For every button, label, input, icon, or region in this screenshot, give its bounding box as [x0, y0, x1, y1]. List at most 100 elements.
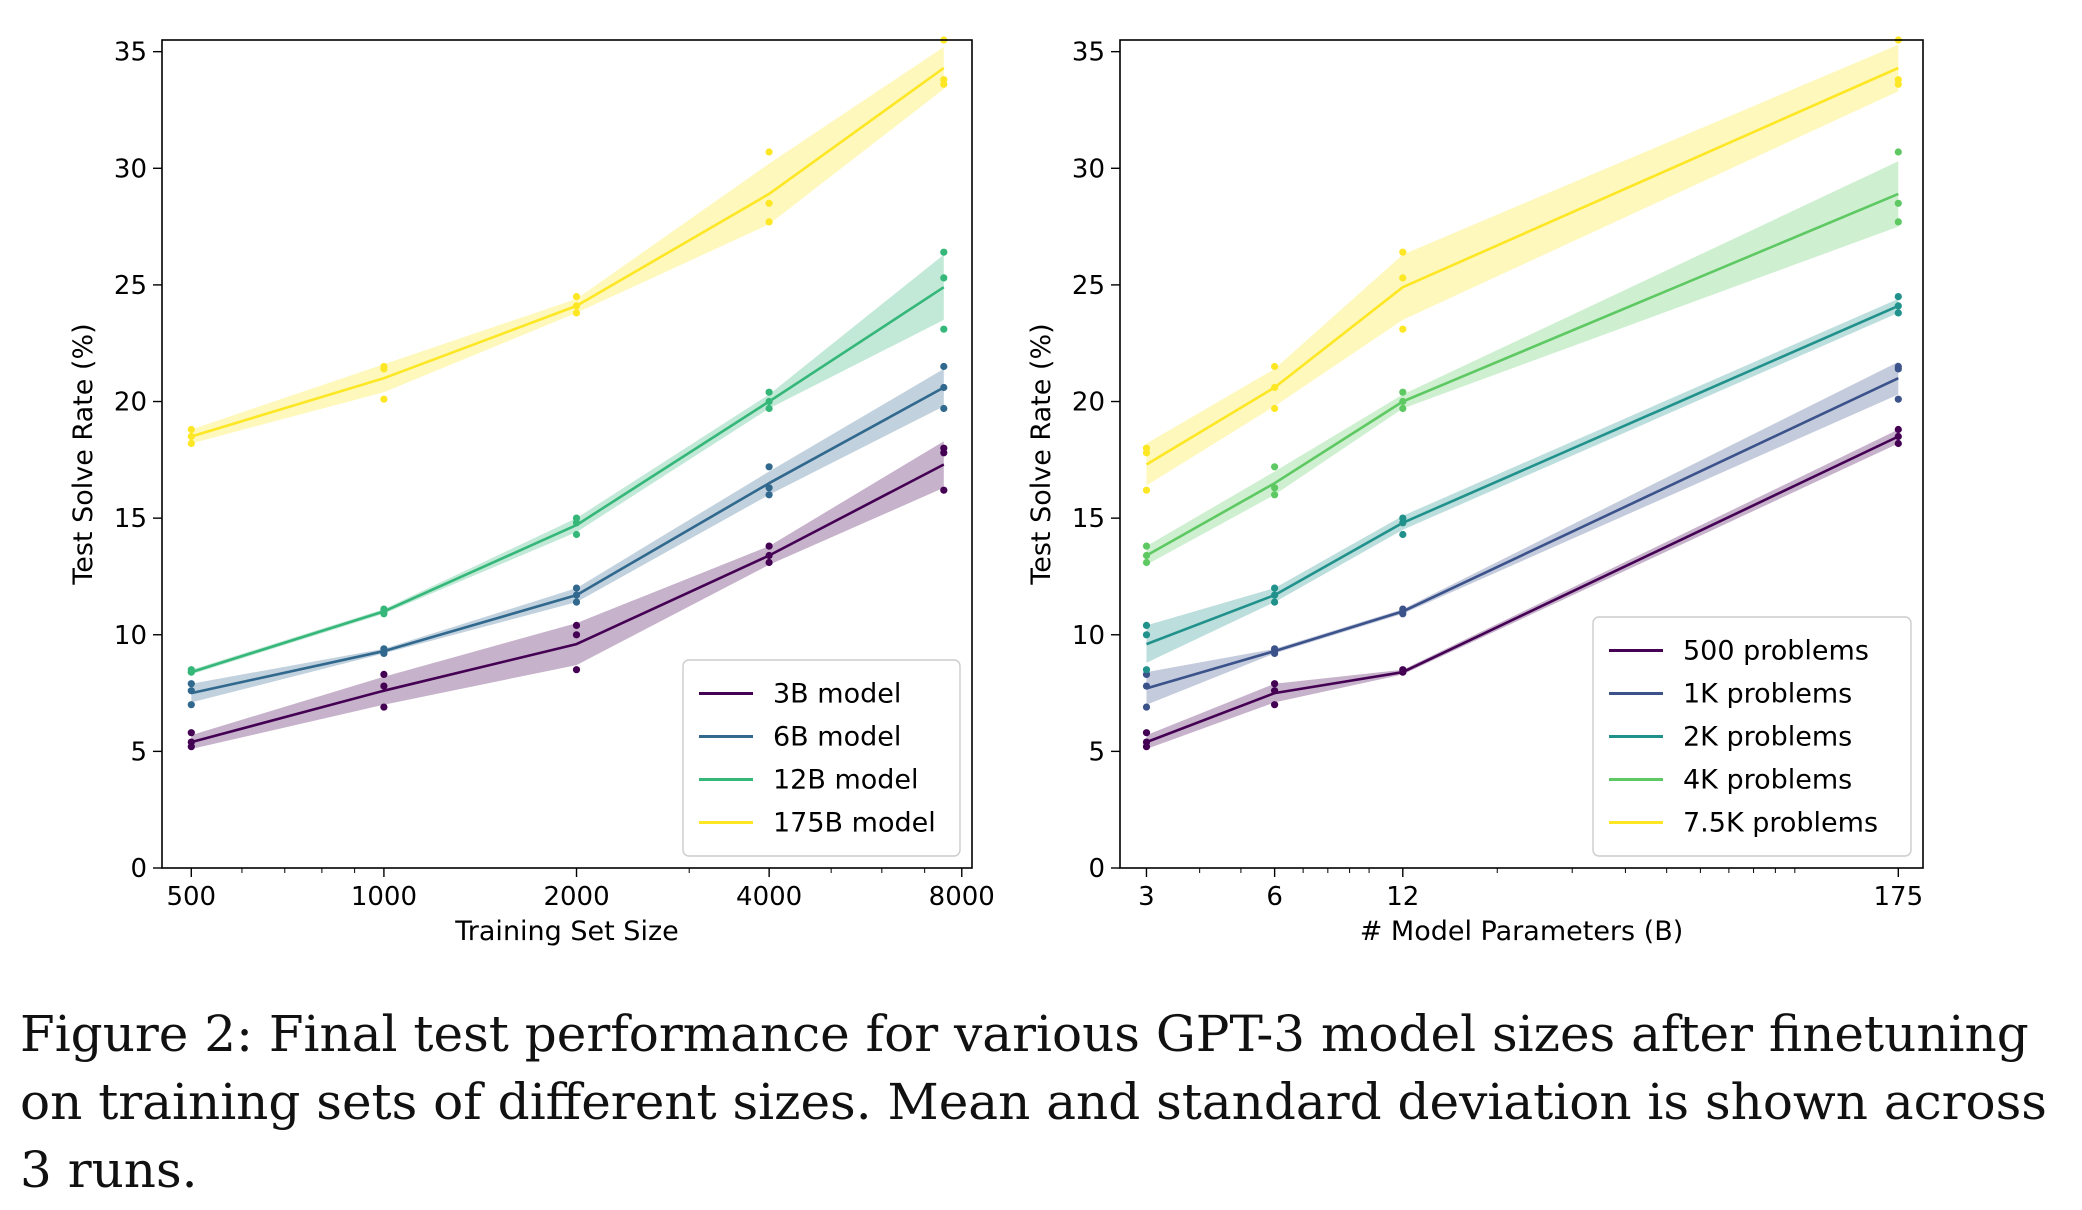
run-point-1-4-1: [1894, 439, 1902, 448]
std-band-3: [1146, 298, 1899, 663]
std-band-1: [191, 441, 944, 749]
series-line-5: [1145, 66, 1899, 466]
legend: 500 problems 1K problems 2K problems 4K pro…: [1592, 616, 1912, 857]
run-point-5-2-1: [1271, 404, 1279, 413]
y-tick-label-2: 10: [114, 621, 147, 651]
run-point-2-1-1: [1142, 703, 1151, 711]
run-point-2-1-3: [187, 680, 195, 688]
run-point-2-3-1: [572, 598, 581, 606]
run-point-3-1-2: [1142, 631, 1151, 639]
run-point-5-3-3: [1399, 248, 1407, 256]
run-point-4-1-2: [1142, 551, 1151, 560]
run-point-1-5-3: [940, 444, 948, 452]
run-point-1-4-2: [765, 551, 773, 560]
run-point-3-4-2: [765, 397, 773, 406]
run-point-4-3-2: [572, 302, 581, 310]
y-tick-label-7: 35: [114, 38, 147, 68]
y-tick-label-7: 35: [1072, 38, 1105, 68]
legend-label-2: 6B model: [773, 722, 901, 753]
x-tick-label-4: 8000: [929, 882, 995, 912]
run-point-5-1-1: [1142, 486, 1151, 494]
run-point-3-3-3: [1399, 514, 1407, 522]
std-band-4: [1146, 161, 1899, 565]
run-point-4-4-1: [1894, 218, 1902, 226]
run-point-3-4-2: [1894, 302, 1902, 310]
run-point-1-2-2: [1271, 687, 1279, 695]
y-tick-label-1: 5: [130, 737, 147, 767]
run-point-3-2-3: [1271, 584, 1279, 592]
legend-box: [682, 659, 961, 857]
series-line-3: [190, 286, 945, 674]
legend-label-4: 4K problems: [1683, 765, 1852, 796]
run-point-4-5-2: [940, 76, 948, 84]
run-point-1-1-3: [1142, 729, 1151, 737]
x-axis-label: Training Set Size: [454, 916, 678, 947]
legend-label-2: 1K problems: [1683, 679, 1852, 710]
y-tick-label-3: 15: [1072, 504, 1105, 534]
y-tick-label-4: 20: [1072, 388, 1105, 418]
run-point-4-4-3: [1894, 148, 1902, 156]
y-tick-label-6: 30: [1072, 154, 1105, 184]
run-point-3-2-3: [380, 605, 388, 613]
std-band-2: [1146, 361, 1899, 705]
run-point-4-4-1: [765, 218, 773, 226]
run-point-4-1-1: [1142, 558, 1151, 567]
run-point-1-2-1: [1271, 701, 1279, 709]
legend-label-3: 2K problems: [1683, 722, 1852, 753]
run-point-3-1-3: [187, 666, 195, 674]
x-tick-label-1: 6: [1266, 882, 1283, 912]
x-axis-label: # Model Parameters (B): [1360, 916, 1684, 947]
run-point-2-5-2: [940, 383, 948, 392]
run-point-4-2-1: [380, 395, 388, 403]
run-point-3-5-3: [940, 248, 948, 256]
run-point-2-4-1: [765, 491, 773, 499]
run-point-4-3-2: [1399, 397, 1407, 406]
run-point-1-3-3: [1399, 666, 1407, 674]
run-point-3-5-1: [940, 325, 948, 333]
run-point-4-3-1: [572, 309, 581, 317]
run-point-2-4-1: [1894, 395, 1902, 403]
run-point-5-3-2: [1399, 274, 1407, 282]
chart-panel-1: 0 5 10 15 20 25 30 35 500 1000 2000 4000 8000 Trainin…: [68, 36, 995, 947]
run-point-2-1-2: [187, 687, 195, 695]
run-point-3-4-3: [765, 388, 773, 396]
series-line-1: [190, 463, 945, 744]
run-point-4-4-3: [765, 148, 773, 156]
x-tick-label-1: 1000: [351, 882, 417, 912]
y-tick-label-1: 5: [1088, 737, 1105, 767]
x-tick-label-3: 175: [1873, 882, 1923, 912]
run-point-2-5-3: [940, 362, 948, 371]
run-point-2-4-2: [765, 484, 773, 492]
run-point-1-1-2: [187, 738, 195, 746]
axes-frame: [161, 39, 973, 869]
figure-caption: Figure 2: Final test performance for var…: [20, 1005, 2047, 1199]
run-point-5-2-2: [1271, 383, 1279, 392]
run-point-2-2-3: [1271, 645, 1279, 653]
run-point-4-1-2: [187, 432, 195, 441]
x-tick-label-0: 3: [1138, 882, 1155, 912]
run-point-2-4-3: [1894, 362, 1902, 371]
x-tick-label-2: 12: [1386, 882, 1419, 912]
run-point-1-3-2: [572, 631, 581, 639]
x-tick-label-3: 4000: [736, 882, 802, 912]
run-point-2-1-2: [1142, 682, 1151, 690]
run-point-1-5-1: [940, 486, 948, 494]
run-point-2-5-1: [940, 404, 948, 413]
legend-label-5: 7.5K problems: [1683, 808, 1878, 839]
run-point-4-2-1: [1271, 491, 1279, 499]
y-tick-label-4: 20: [114, 388, 147, 418]
y-tick-label-5: 25: [1072, 271, 1105, 301]
run-point-3-3-1: [572, 530, 581, 539]
run-point-3-3-1: [1399, 530, 1407, 539]
run-point-4-2-2: [1271, 484, 1279, 492]
series-line-2: [1146, 377, 1899, 690]
run-point-4-2-3: [380, 362, 388, 371]
run-point-3-1-1: [1142, 666, 1151, 674]
run-point-4-1-3: [187, 425, 195, 434]
run-point-5-4-2: [1894, 76, 1902, 84]
std-band-4: [191, 47, 944, 444]
x-tick-label-0: 500: [166, 882, 216, 912]
run-point-3-5-2: [940, 274, 948, 282]
legend-label-4: 175B model: [773, 808, 936, 839]
run-point-3-2-1: [1271, 598, 1279, 606]
